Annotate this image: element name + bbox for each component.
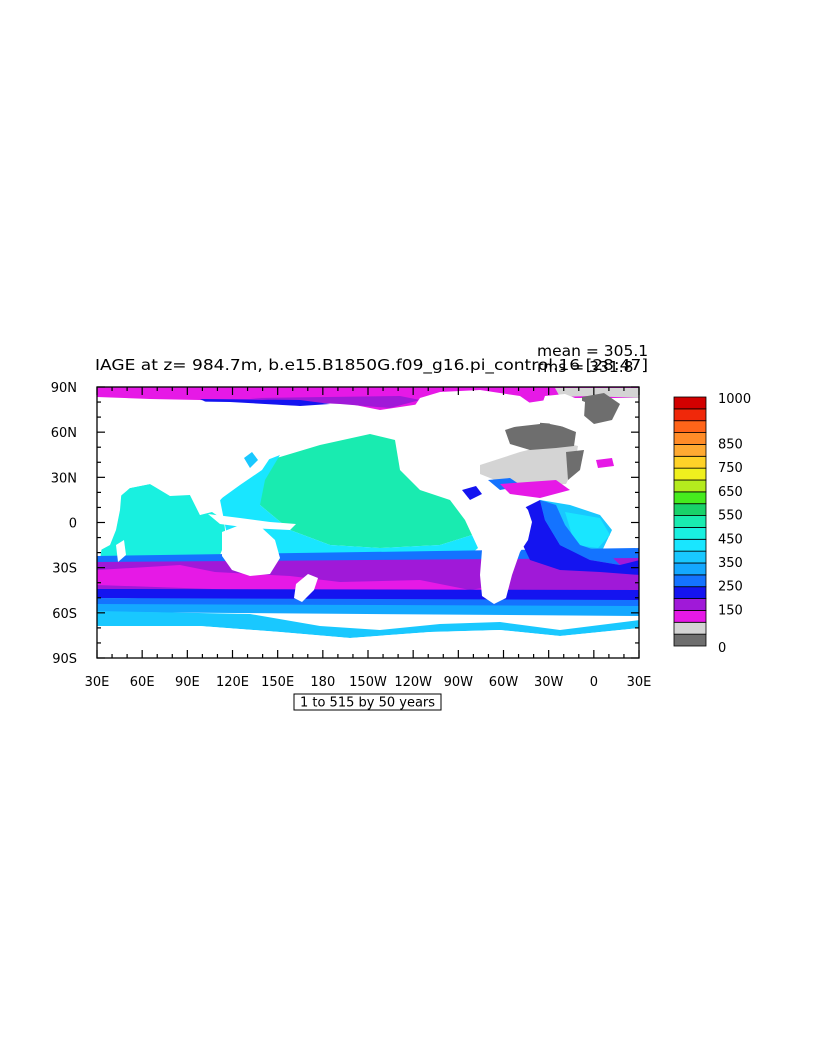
- x-tick-label: 120E: [216, 675, 249, 690]
- ocean-field: [97, 387, 639, 658]
- y-tick-label: 90S: [52, 652, 77, 667]
- colorbar-swatch: [673, 467, 707, 481]
- y-tick-label: 30N: [51, 471, 77, 486]
- colorbar-swatch: [673, 633, 707, 647]
- sea-of-japan: [244, 452, 258, 468]
- colorbar-swatch: [673, 610, 707, 623]
- nordic-dark-gray: [582, 393, 620, 424]
- atlantic-blue: [518, 500, 639, 575]
- new-zealand-land: [294, 574, 318, 602]
- madagascar-land: [116, 540, 126, 562]
- indonesia-land: [208, 514, 296, 530]
- greenland-land: [540, 394, 585, 428]
- colorbar-label: 0: [718, 641, 726, 656]
- x-tick-label: 60W: [489, 675, 519, 690]
- arctic-gray: [555, 388, 639, 398]
- x-tick-label: 30E: [85, 675, 110, 690]
- colorbar-label: 550: [718, 509, 743, 524]
- y-tick-label: 60S: [52, 607, 77, 622]
- y-tick-label: 60N: [51, 426, 77, 441]
- colorbar-swatch: [673, 550, 707, 564]
- x-tick-label: 180: [310, 675, 335, 690]
- colorbar-swatch: [673, 432, 707, 445]
- x-tick-label: 120W: [394, 675, 432, 690]
- x-tick-label: 90E: [175, 675, 200, 690]
- colorbar-swatch: [673, 479, 707, 493]
- x-tick-label: 0: [590, 675, 598, 690]
- x-axis: 30E 60E 90E 120E 150E 180 150W 120W 90W 60W 30W 0 30…: [85, 387, 652, 690]
- colorbar-label: 650: [718, 485, 743, 500]
- south-america-land: [472, 494, 532, 604]
- atlantic-blue-edge: [540, 500, 620, 565]
- colorbar: 1000 850 750 650 550 450 350 250 150 0: [673, 392, 751, 656]
- arctic-purple: [250, 396, 420, 408]
- y-axis: 90N 60N 30N 0 30S 60S 90S: [51, 381, 639, 667]
- atlantic-cyan-light: [565, 512, 610, 548]
- north-pacific-teal: [240, 434, 472, 548]
- caribbean-magenta: [500, 480, 570, 498]
- x-tick-label: 150E: [261, 675, 294, 690]
- s-band-magenta: [97, 565, 500, 592]
- colorbar-swatch: [673, 420, 707, 433]
- colorbar-swatch: [673, 538, 707, 552]
- colorbar-swatch: [673, 586, 707, 599]
- y-tick-label: 30S: [52, 562, 77, 577]
- colorbar-label: 250: [718, 580, 743, 595]
- gulf-of-mexico: [462, 486, 482, 500]
- africa-east-land: [608, 462, 639, 540]
- colorbar-swatch: [673, 503, 707, 516]
- colorbar-swatch: [673, 527, 707, 540]
- north-america-land: [405, 390, 540, 492]
- colorbar-label: 150: [718, 603, 743, 618]
- colorbar-swatch: [673, 598, 707, 611]
- x-tick-label: 30E: [627, 675, 652, 690]
- colorbar-swatch: [673, 396, 707, 410]
- colorbar-swatch: [673, 621, 707, 635]
- subtitle-box-frame: [293, 693, 442, 711]
- n-atlantic-light-gray: [480, 442, 578, 486]
- colorbar-label: 850: [718, 437, 743, 452]
- y-tick-label: 90N: [51, 381, 77, 396]
- europe-land: [588, 424, 639, 470]
- stats-rms: rms = 331.8: [537, 358, 634, 376]
- colorbar-label: 450: [718, 532, 743, 547]
- colorbar-label: 750: [718, 461, 743, 476]
- labrador-dark-gray: [505, 422, 576, 450]
- indian-ocean-cyan: [100, 484, 226, 560]
- colorbar-swatch: [673, 491, 707, 505]
- gulf-gray-edge: [566, 450, 584, 480]
- y-tick-label: 0: [69, 517, 77, 532]
- africa-land: [97, 480, 122, 552]
- colorbar-swatch: [673, 574, 707, 588]
- colorbar-label: 350: [718, 556, 743, 571]
- colorbar-swatch: [673, 444, 707, 457]
- colorbar-swatch: [673, 455, 707, 469]
- s-band-cyan-1: [97, 604, 639, 616]
- subtitle-box-text: 1 to 515 by 50 years: [300, 696, 435, 711]
- pacific-cyan-ring: [220, 455, 478, 557]
- x-tick-label: 90W: [444, 675, 474, 690]
- x-tick-label: 60E: [130, 675, 155, 690]
- colorbar-swatch: [673, 562, 707, 576]
- s-band-cyan-2: [97, 611, 639, 638]
- x-tick-label: 30W: [534, 675, 564, 690]
- x-tick-label: 150W: [349, 675, 387, 690]
- stats-mean: mean = 305.1: [537, 342, 648, 360]
- australia-land: [222, 525, 280, 576]
- eurasia-land: [97, 400, 370, 515]
- colorbar-label: 1000: [718, 392, 751, 407]
- colorbar-swatch: [673, 515, 707, 528]
- colorbar-swatch: [673, 408, 707, 422]
- plot-title: IAGE at z= 984.7m, b.e15.B1850G.f09_g16.…: [95, 356, 648, 375]
- mediterranean-magenta: [596, 458, 614, 468]
